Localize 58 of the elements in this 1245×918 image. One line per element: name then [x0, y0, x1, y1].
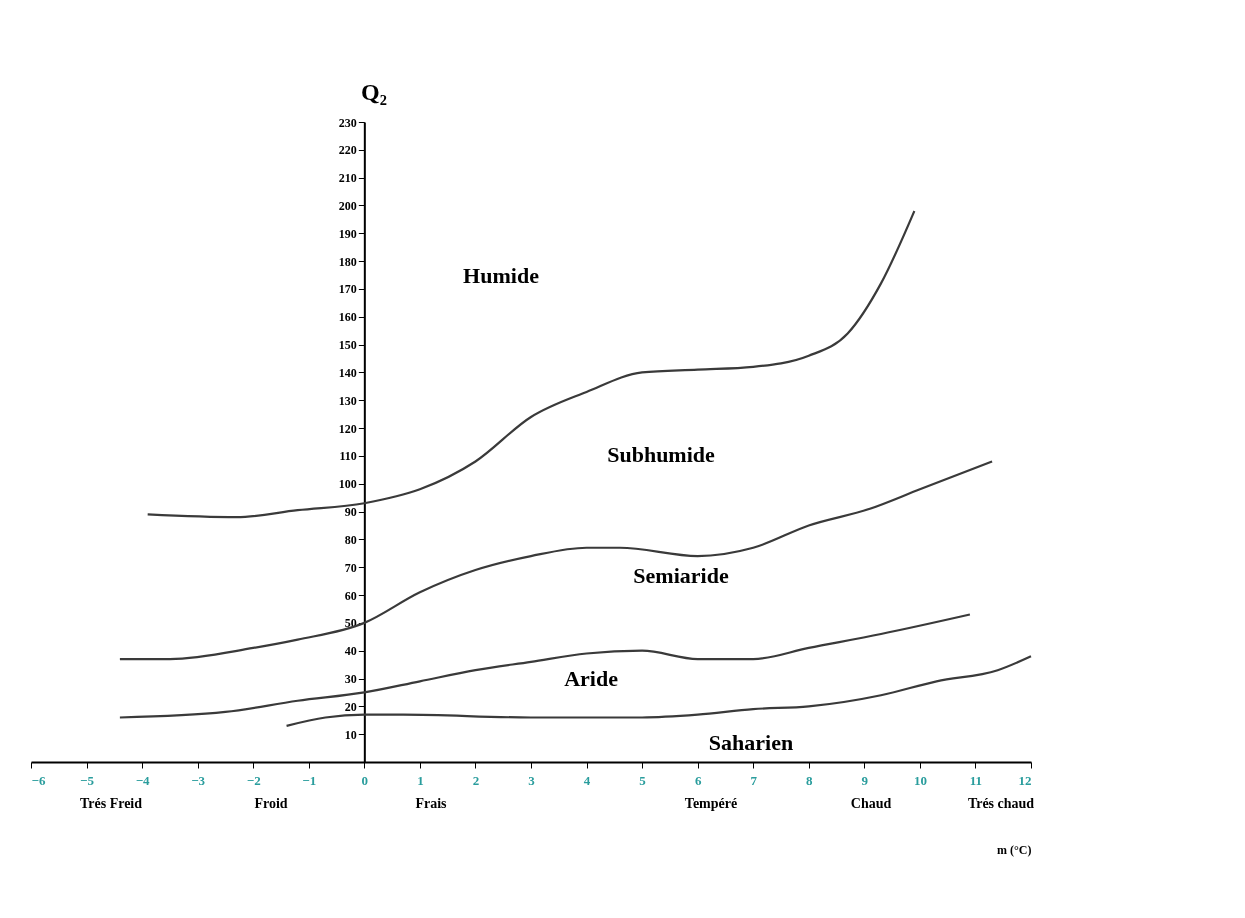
annotation: Humide [463, 262, 540, 288]
y-tick-label: 230 [338, 115, 357, 130]
line-series [118, 613, 971, 719]
annotation: Semiaride [633, 563, 729, 589]
x-tick-label: 9 [861, 772, 869, 788]
x-tick-label: 0 [361, 772, 369, 788]
annotation: Subhumide [607, 441, 716, 467]
y-tick-label: 10 [344, 727, 357, 742]
x-tick-label: 2 [472, 772, 480, 788]
x-tick-label: −6 [31, 772, 46, 788]
x-tick-label: 11 [969, 772, 983, 788]
x-tick-label: 10 [913, 772, 927, 788]
text: Froid [254, 795, 288, 811]
y-tick-label: 160 [338, 310, 357, 325]
x-tick-label: −3 [191, 772, 206, 788]
x-tick-label: −1 [302, 772, 317, 788]
y-tick-label: 190 [338, 226, 357, 241]
line-series [146, 209, 916, 519]
y-tick-label: 70 [344, 560, 357, 575]
line-series [118, 460, 994, 661]
y-tick-label: 60 [344, 588, 357, 603]
y-tick-label: 150 [338, 338, 357, 353]
text: Frais [415, 795, 448, 811]
y-tick-label: 30 [344, 672, 357, 687]
text: Tempéré [684, 795, 738, 811]
x-tick-label: 4 [583, 772, 591, 788]
x-tick-label: 8 [806, 772, 814, 788]
y-tick-label: 100 [338, 477, 357, 492]
x-tick-label: 12 [1018, 772, 1032, 788]
x-tick-label: −4 [135, 772, 151, 788]
y-tick-label: 200 [338, 198, 357, 213]
x-tick-label: 5 [639, 772, 647, 788]
y-tick-label: 20 [344, 699, 357, 714]
y-tick-label: 220 [338, 143, 357, 158]
x-tick-label: −5 [80, 772, 95, 788]
y-tick-label: 120 [338, 421, 357, 436]
text: Trés chaud [967, 795, 1035, 811]
y-tick-label: 140 [338, 365, 357, 380]
y-tick-label: 110 [339, 449, 357, 464]
y-axis-title: Q₂ [360, 78, 387, 105]
annotation: Aride [564, 665, 619, 691]
x-tick-label: 1 [417, 772, 424, 788]
x-tick-label: 6 [694, 772, 702, 788]
x-axis-title: m (°C) [997, 842, 1032, 857]
line-series [285, 655, 1033, 727]
text: Chaud [850, 795, 892, 811]
y-tick-label: 90 [344, 505, 357, 520]
annotation: Saharien [708, 729, 794, 755]
y-tick-label: 170 [338, 282, 357, 297]
y-tick-label: 130 [338, 393, 357, 408]
y-tick-label: 40 [344, 644, 357, 659]
y-tick-label: 210 [338, 171, 357, 186]
x-tick-label: −2 [246, 772, 261, 788]
x-tick-label: 3 [528, 772, 536, 788]
y-tick-label: 80 [344, 532, 357, 547]
y-tick-label: 180 [338, 254, 357, 269]
text: Trés Freid [79, 795, 143, 811]
x-tick-label: 7 [750, 772, 758, 788]
